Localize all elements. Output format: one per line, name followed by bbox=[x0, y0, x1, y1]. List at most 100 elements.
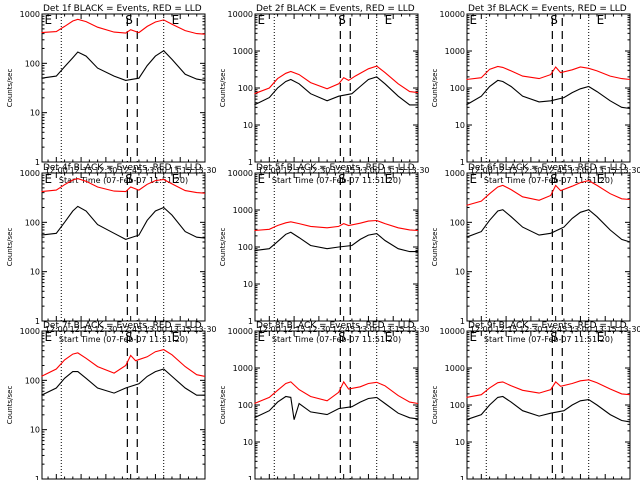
series-line-lld bbox=[41, 18, 206, 35]
x-tick-label: 13:15 bbox=[382, 166, 405, 175]
y-tick-label: 100 bbox=[25, 59, 40, 68]
y-axis-label: Counts/sec bbox=[219, 228, 227, 267]
x-tick-label: 12:30 bbox=[519, 166, 542, 175]
y-tick-label: 1 bbox=[460, 475, 465, 480]
x-tick-label: 12:30 bbox=[94, 166, 117, 175]
marker-e: E bbox=[469, 172, 477, 186]
y-tick-label: 1000 bbox=[445, 169, 465, 178]
chart-title: Det 6f BLACK = Events, RED = LLD bbox=[468, 163, 627, 173]
x-tick-label: 12:00 bbox=[258, 325, 281, 334]
x-tick-label: 13:00 bbox=[144, 166, 167, 175]
plot-frame bbox=[41, 13, 206, 163]
y-tick-label: 1 bbox=[460, 158, 465, 167]
chart-panel-6: Det 6f BLACK = Events, RED = LLD 1 10 100 10… bbox=[431, 163, 640, 344]
x-tick-label: 12:45 bbox=[544, 166, 567, 175]
x-tick-label: 13:30 bbox=[618, 325, 640, 334]
y-tick-label: 1 bbox=[248, 475, 253, 480]
y-tick-label: 10 bbox=[243, 121, 253, 130]
marker-e: E bbox=[172, 330, 180, 344]
plot-frame bbox=[466, 330, 631, 480]
x-tick-label: 12:15 bbox=[283, 166, 306, 175]
y-tick-label: 1 bbox=[460, 317, 465, 326]
y-tick-label: 1 bbox=[248, 317, 253, 326]
y-axis-label: Counts/sec bbox=[219, 69, 227, 108]
marker-e: E bbox=[385, 172, 393, 186]
y-tick-label: 100 bbox=[450, 84, 465, 93]
chart-title: Det 2f BLACK = Events, RED = LLD bbox=[256, 4, 415, 14]
y-tick-label: 10 bbox=[455, 268, 465, 277]
x-tick-label: 12:00 bbox=[470, 325, 493, 334]
y-tick-label: 1000 bbox=[445, 47, 465, 56]
y-tick-label: 100 bbox=[450, 401, 465, 410]
x-tick-label: 13:15 bbox=[169, 166, 192, 175]
series-line-events bbox=[254, 395, 419, 420]
x-tick-label: 12:30 bbox=[307, 325, 330, 334]
series-line-lld bbox=[466, 180, 631, 206]
x-axis-label: Start Time (07-Feb-07 11:51:20) bbox=[484, 335, 613, 344]
x-tick-label: 12:45 bbox=[544, 325, 567, 334]
x-tick-label: 12:30 bbox=[94, 325, 117, 334]
marker-s: S bbox=[550, 172, 558, 186]
y-tick-label: 10000 bbox=[440, 327, 465, 336]
series-line-lld bbox=[41, 349, 206, 377]
marker-s: S bbox=[338, 13, 346, 27]
x-axis-label: Start Time (07-Feb-07 11:51:20) bbox=[272, 176, 401, 185]
chart-title: Det 3f BLACK = Events, RED = LLD bbox=[468, 4, 627, 14]
marker-e: E bbox=[469, 330, 477, 344]
chart-title: Det 4f BLACK = Events, RED = LLD bbox=[43, 163, 202, 173]
x-tick-label: 13:15 bbox=[169, 325, 192, 334]
y-tick-label: 10 bbox=[455, 121, 465, 130]
x-tick-label: 12:45 bbox=[332, 166, 355, 175]
chart-panel-4: Det 4f BLACK = Events, RED = LLD 1 10 100 10… bbox=[6, 163, 217, 344]
series-line-events bbox=[254, 76, 418, 106]
series-line-lld bbox=[254, 219, 419, 232]
y-tick-label: 100 bbox=[25, 376, 40, 385]
y-tick-label: 10 bbox=[455, 438, 465, 447]
x-axis-label: Start Time (07-Feb-07 11:51:20) bbox=[59, 176, 188, 185]
x-tick-label: 13:15 bbox=[594, 166, 617, 175]
x-tick-label: 13:30 bbox=[193, 166, 216, 175]
chart-title: Det 7f BLACK = Events, RED = LLD bbox=[43, 321, 202, 331]
series-line-events bbox=[466, 209, 631, 243]
x-tick-label: 12:30 bbox=[519, 325, 542, 334]
marker-e: E bbox=[172, 172, 180, 186]
y-tick-label: 10000 bbox=[440, 10, 465, 19]
marker-s: S bbox=[125, 172, 133, 186]
x-tick-label: 13:15 bbox=[382, 325, 405, 334]
chart-panel-9: Det 9f BLACK = Events, RED = LLD 1 10 100 10… bbox=[431, 321, 631, 480]
series-line-events bbox=[41, 205, 206, 240]
x-tick-label: 12:00 bbox=[470, 166, 493, 175]
y-tick-label: 10 bbox=[30, 268, 40, 277]
x-axis-label: Start Time (07-Feb-07 11:51:20) bbox=[272, 335, 401, 344]
chart-title: Det 8f BLACK = Events, RED = LLD bbox=[256, 321, 415, 331]
plot-frame bbox=[466, 172, 631, 322]
y-tick-label: 1000 bbox=[20, 327, 40, 336]
y-tick-label: 100 bbox=[450, 218, 465, 227]
x-tick-label: 12:00 bbox=[45, 325, 68, 334]
plot-frame bbox=[466, 13, 631, 163]
y-tick-label: 10 bbox=[30, 109, 40, 118]
series-line-lld bbox=[466, 65, 631, 81]
y-axis-label: Counts/sec bbox=[431, 228, 439, 267]
x-tick-label: 13:15 bbox=[594, 325, 617, 334]
x-tick-label: 13:30 bbox=[618, 166, 640, 175]
y-tick-label: 1 bbox=[35, 158, 40, 167]
x-tick-label: 12:45 bbox=[332, 325, 355, 334]
x-tick-label: 12:45 bbox=[119, 325, 142, 334]
y-tick-label: 10000 bbox=[228, 327, 253, 336]
y-tick-label: 10 bbox=[243, 438, 253, 447]
x-tick-label: 12:30 bbox=[307, 166, 330, 175]
series-line-lld bbox=[254, 380, 419, 405]
series-line-lld bbox=[254, 65, 419, 95]
y-tick-label: 1 bbox=[35, 475, 40, 480]
x-tick-label: 12:15 bbox=[283, 325, 306, 334]
x-tick-label: 12:15 bbox=[70, 166, 93, 175]
chart-panel-7: Det 7f BLACK = Events, RED = LLD 1 10 100 10… bbox=[6, 321, 206, 480]
plot-frame bbox=[41, 172, 206, 322]
x-tick-label: 12:15 bbox=[495, 166, 518, 175]
marker-e: E bbox=[597, 330, 605, 344]
series-line-events bbox=[41, 49, 206, 81]
series-line-events bbox=[466, 395, 631, 423]
y-axis-label: Counts/sec bbox=[6, 228, 14, 267]
y-tick-label: 1000 bbox=[233, 47, 253, 56]
